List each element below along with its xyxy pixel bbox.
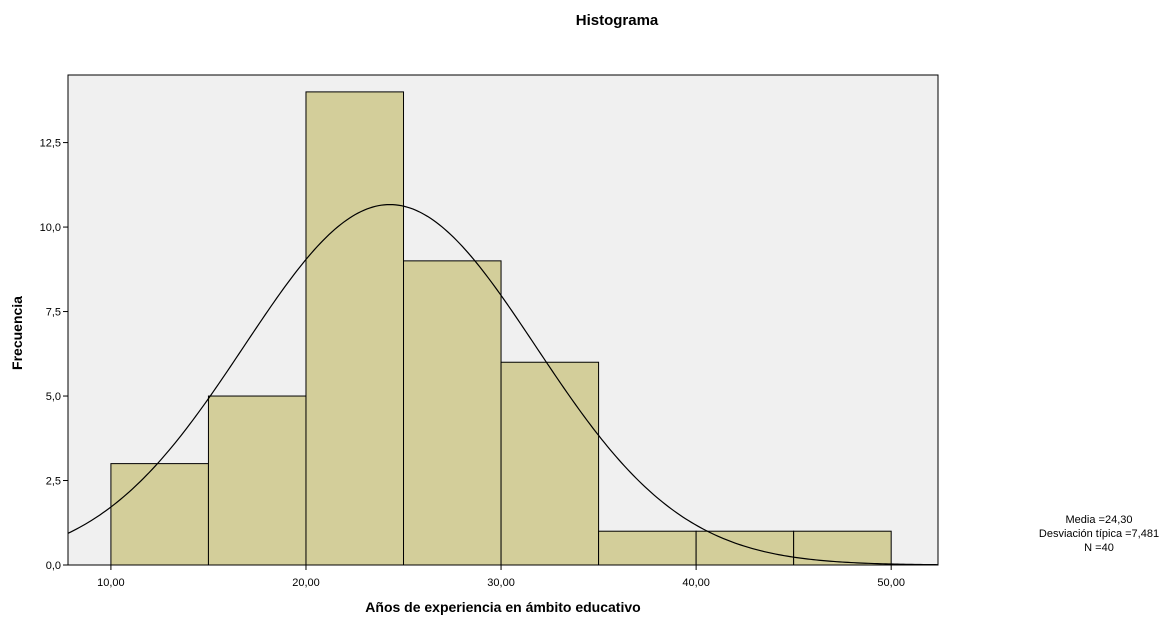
histogram-bar: [207, 395, 307, 566]
x-tick-label: 30,00: [487, 577, 515, 589]
stats-box: Media =24,30 Desviación típica =7,481 N …: [1039, 514, 1159, 554]
histogram-bar: [305, 91, 405, 566]
y-tick-label: 2,5: [46, 476, 61, 488]
histogram-bar: [598, 530, 697, 566]
histogram-bar: [793, 530, 892, 566]
x-tick-label: 50,00: [877, 577, 905, 589]
x-axis-label: Años de experiencia en ámbito educativo: [365, 599, 640, 615]
histogram-bar: [403, 260, 502, 566]
y-tick-label: 12,5: [40, 138, 61, 150]
stats-n: N =40: [1084, 542, 1114, 554]
y-tick-label: 0,0: [46, 560, 61, 572]
y-tick-label: 7,5: [46, 307, 61, 319]
histogram-bar: [110, 463, 209, 566]
stats-mean: Media =24,30: [1066, 514, 1133, 526]
bars-layer: [110, 91, 892, 566]
chart-title: Histograma: [576, 12, 659, 29]
y-axis: 0,0 2,5 5,0 7,5 10,0 12,5: [40, 138, 68, 572]
x-tick-label: 40,00: [682, 577, 710, 589]
y-tick-label: 5,0: [46, 391, 61, 403]
stats-sd: Desviación típica =7,481: [1039, 528, 1159, 540]
histogram-bar: [695, 530, 795, 566]
x-tick-label: 10,00: [97, 577, 125, 589]
x-tick-label: 20,00: [292, 577, 320, 589]
y-tick-label: 10,0: [40, 222, 61, 234]
normal-curve: [67, 203, 939, 566]
histogram-bar: [500, 361, 600, 566]
y-axis-label: Frecuencia: [9, 296, 25, 370]
x-axis: 10,00 20,00 30,00 40,00 50,00: [97, 565, 905, 589]
